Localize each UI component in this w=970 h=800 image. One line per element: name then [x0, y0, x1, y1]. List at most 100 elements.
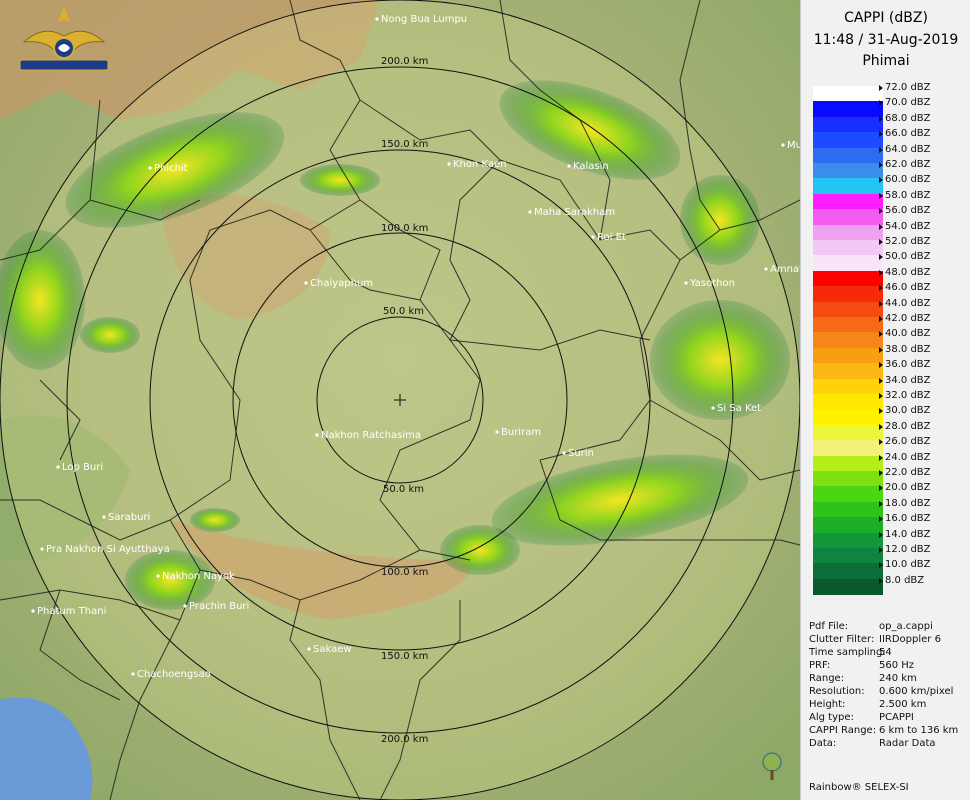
gulf-sea	[0, 697, 93, 800]
city-prachin-buri: Prachin Buri	[189, 601, 249, 612]
info-key: Data:	[809, 738, 837, 749]
echo-sw2	[190, 508, 240, 532]
info-key: Height:	[809, 699, 846, 710]
legend-label: 16.0 dBZ	[879, 513, 931, 525]
legend-label: 72.0 dBZ	[879, 82, 931, 93]
echo-n	[300, 164, 380, 196]
legend-swatch	[813, 471, 883, 487]
legend-label: 54.0 dBZ	[879, 220, 931, 232]
legend-swatch	[813, 193, 883, 210]
legend-swatch	[813, 255, 883, 272]
echo-w	[0, 230, 85, 370]
legend-label: 28.0 dBZ	[879, 420, 931, 432]
legend-swatch	[813, 347, 883, 364]
info-value: PCAPPI	[879, 712, 914, 723]
legend-label: 22.0 dBZ	[879, 467, 931, 478]
legend-swatch	[813, 548, 883, 564]
legend-swatch	[813, 178, 883, 195]
info-table: Pdf File: op_a.cappi Clutter Filter: IIRDop…	[809, 620, 969, 750]
legend-label: 64.0 dBZ	[879, 143, 931, 155]
city-amnat: Amnat	[770, 264, 800, 275]
city-phichit: Phichit	[154, 163, 188, 174]
legend-label: 56.0 dBZ	[879, 205, 931, 217]
central-plain	[0, 415, 130, 560]
info-value: 560 Hz	[879, 660, 915, 671]
legend-label: 62.0 dBZ	[879, 159, 931, 170]
info-key: Clutter Filter:	[809, 634, 875, 645]
legend-label: 26.0 dBZ	[879, 436, 931, 448]
legend-label: 66.0 dBZ	[879, 128, 931, 140]
ring-label-top-200: 200.0 km	[381, 56, 428, 67]
map-canvas: 50.0 km 100.0 km 150.0 km 200.0 km 50.0 …	[0, 0, 800, 800]
info-row: Range: 240 km	[809, 672, 969, 685]
province-boundaries	[0, 0, 800, 800]
info-key: PRF:	[809, 660, 831, 671]
ring-150km	[149, 149, 651, 651]
legend-label: 20.0 dBZ	[879, 482, 931, 494]
info-key: Time sampling:	[809, 647, 886, 658]
info-row: Clutter Filter: IIRDoppler 6	[809, 633, 969, 646]
echo-group	[0, 80, 790, 610]
legend-label: 42.0 dBZ	[879, 313, 931, 324]
radar-map[interactable]: 50.0 km 100.0 km 150.0 km 200.0 km 50.0 …	[0, 0, 800, 800]
info-value: Radar Data	[879, 738, 936, 749]
city-phatum-thani: Phatum Thani	[37, 606, 106, 617]
legend-swatch	[813, 240, 883, 256]
info-key: Resolution:	[809, 686, 865, 697]
city-chaiyaphum: Chaiyaphum	[310, 278, 373, 289]
city-nakhon-ratchasima: Nakhon Ratchasima	[321, 430, 421, 441]
info-row: PRF: 560 Hz	[809, 659, 969, 672]
info-key: Alg type:	[809, 712, 854, 723]
legend-swatch	[813, 224, 883, 241]
legend-swatch	[813, 440, 883, 457]
city-si-sa-ket: Si Sa Ket	[717, 403, 761, 414]
echo-sw	[125, 550, 215, 610]
legend-label: 12.0 dBZ	[879, 544, 931, 555]
city-kalasin: Kalasin	[573, 161, 609, 172]
legend-label: 60.0 dBZ	[879, 174, 931, 186]
info-row: Height: 2.500 km	[809, 698, 969, 711]
legend-label: 14.0 dBZ	[879, 528, 931, 540]
legend-swatch	[813, 147, 883, 164]
legend-swatch	[813, 517, 883, 534]
info-value: 6 km to 136 km	[879, 725, 959, 736]
city-maha-sarakham: Maha Sarakham	[534, 207, 615, 218]
info-row: Pdf File: op_a.cappi	[809, 620, 969, 633]
southern-range	[170, 520, 471, 620]
legend-swatch	[813, 86, 883, 102]
timestamp: 11:48 / 31-Aug-2019	[813, 32, 959, 48]
info-value: op_a.cappi	[879, 621, 933, 632]
legend-label: 8.0 dBZ	[878, 574, 925, 586]
info-key: Pdf File:	[809, 621, 849, 632]
city-lop-buri: Lop Buri	[62, 462, 103, 473]
city-roi-et: Roi Et	[597, 232, 626, 243]
ring-label-bottom-100: 100.0 km	[381, 567, 428, 578]
city-nakhon-nayok: Nakhon Nayok	[162, 571, 235, 582]
ring-label-bottom-50: 50.0 km	[383, 484, 424, 495]
legend-label: 70.0 dBZ	[879, 97, 931, 109]
legend-label: 32.0 dBZ	[879, 390, 931, 401]
legend-swatch	[813, 363, 883, 380]
legend-swatch	[813, 132, 883, 149]
legend-label: 44.0 dBZ	[879, 297, 931, 309]
info-key: CAPPI Range:	[809, 725, 877, 736]
legend-swatch	[813, 486, 883, 503]
echo-nw	[65, 112, 285, 228]
ring-label-bottom-200: 200.0 km	[381, 734, 428, 745]
legend-label: 24.0 dBZ	[879, 451, 931, 463]
info-value: 240 km	[879, 673, 917, 684]
legend-swatch	[813, 578, 883, 595]
legend-swatch	[813, 286, 883, 303]
legend-label: 58.0 dBZ	[879, 189, 931, 201]
legend-label: 68.0 dBZ	[879, 112, 931, 124]
legend-label: 10.0 dBZ	[879, 559, 931, 571]
legend-swatch	[813, 332, 883, 349]
ring-label-top-100: 100.0 km	[381, 223, 428, 234]
legend-label: 46.0 dBZ	[879, 282, 931, 294]
legend-swatch	[813, 270, 883, 287]
ring-200km	[66, 66, 734, 734]
city-nong-bua-lumpu: Nong Bua Lumpu	[381, 14, 467, 25]
western-plateau	[160, 194, 330, 320]
city-saraburi: Saraburi	[108, 512, 150, 523]
software-credit: Rainbow® SELEX-SI	[809, 782, 909, 793]
